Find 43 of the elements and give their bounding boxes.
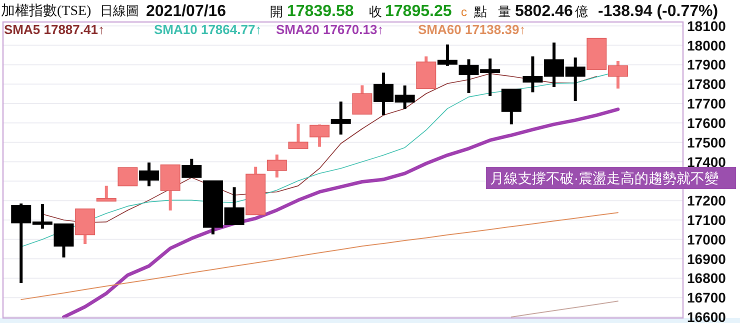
y-tick-label: 16700 [687, 290, 726, 306]
y-tick-label: 17400 [687, 154, 726, 170]
y-tick-label: 17000 [687, 231, 726, 248]
text: 17839.58 [287, 3, 354, 20]
text: SMA10 17864.77↑ [154, 22, 262, 37]
annotation: 月線支撐不破·震盪走高的趨勢就不變 [490, 170, 719, 186]
text: SMA5 17887.41↑ [4, 22, 104, 37]
text: c [461, 5, 467, 19]
y-tick-label: 17800 [687, 76, 726, 92]
y-tick-label: 17900 [687, 56, 726, 73]
candlestick [501, 88, 522, 124]
text: 開 [270, 4, 283, 19]
text: 收 [369, 4, 382, 19]
candlestick [310, 124, 330, 147]
text: SMA20 17670.13↑ [276, 22, 384, 37]
y-tick-label: 17500 [687, 134, 726, 150]
y-tick-label: 17600 [687, 114, 726, 131]
y-tick-label: 16900 [687, 250, 726, 267]
y-tick-label: 16600 [687, 309, 726, 323]
y-tick-label: 17200 [687, 192, 726, 209]
text: 17895.25 [385, 3, 452, 20]
chart-title: 加權指數(TSE) [1, 3, 92, 19]
candlestick [352, 85, 372, 115]
text: -138.94 (-0.77%) [598, 3, 718, 20]
y-tick-label: 17100 [687, 212, 726, 228]
text: 點 [473, 4, 487, 19]
chart-subtitle: 日線圖 [100, 3, 139, 18]
y-tick-label: 16800 [687, 270, 726, 286]
text: 2021/07/16 [146, 3, 226, 20]
candlestick [182, 158, 202, 178]
y-tick-label: 18000 [687, 37, 726, 54]
y-tick-label: 17700 [687, 96, 726, 112]
text: 量 [498, 4, 511, 19]
candlestick [118, 167, 138, 186]
candlestick [330, 102, 351, 135]
candlestick [96, 186, 116, 202]
text: SMA60 17138.39↑ [418, 22, 526, 37]
candlestick [266, 154, 287, 178]
candlestick [139, 162, 160, 186]
candlestick [437, 44, 458, 66]
candlestick [288, 124, 308, 149]
text: 5802.46 [515, 3, 573, 20]
text: 億 [575, 4, 588, 19]
